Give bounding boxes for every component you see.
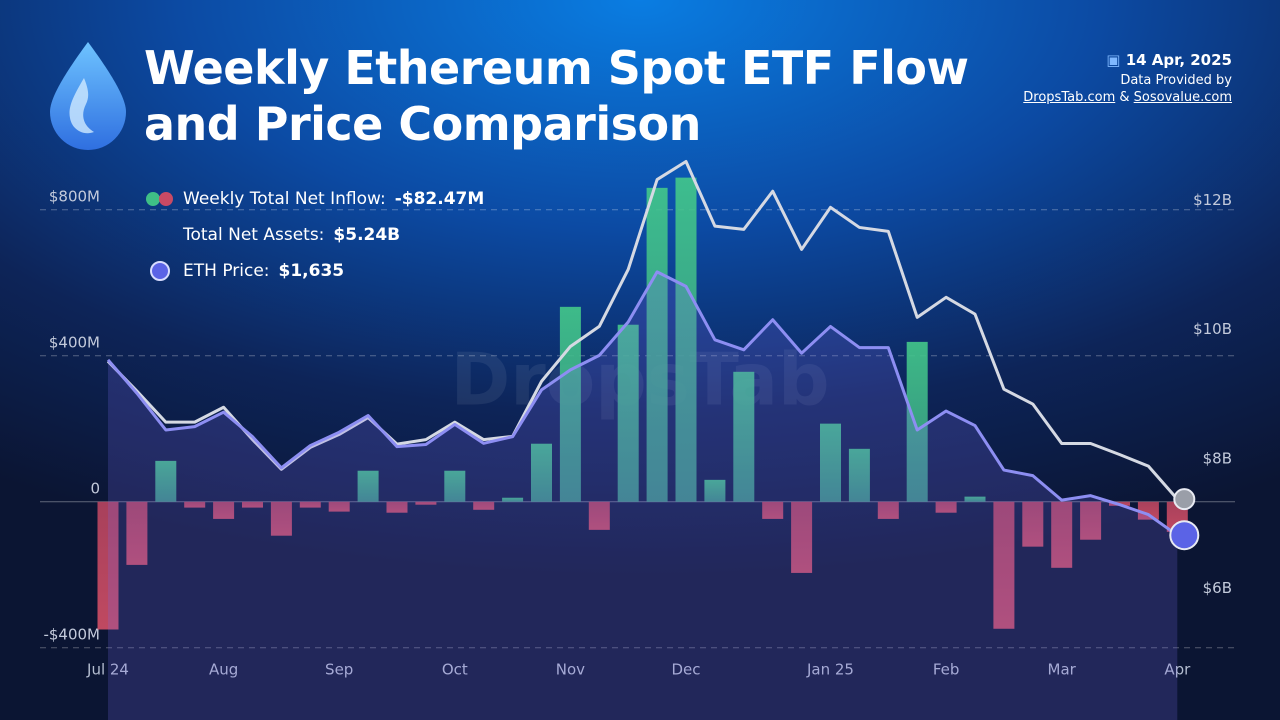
bar <box>762 501 784 519</box>
legend-label: Total Net Assets: <box>182 225 324 245</box>
bar <box>559 306 581 502</box>
bar <box>791 501 813 573</box>
x-tick-label: Jul 24 <box>86 661 129 679</box>
date-text: 14 Apr, 2025 <box>1125 51 1232 69</box>
bar <box>357 470 379 502</box>
meta: ▣ 14 Apr, 2025 Data Provided by DropsTab… <box>1023 52 1232 106</box>
bar <box>531 443 552 502</box>
x-tick-label: Dec <box>671 661 700 679</box>
y-tick-label: -$400M <box>43 625 100 643</box>
x-tick-label: Nov <box>556 661 585 679</box>
source-link[interactable]: DropsTab.com <box>1023 90 1116 105</box>
bar <box>704 479 726 502</box>
bar <box>848 448 870 502</box>
y2-tick-label: $6B <box>1203 579 1232 597</box>
legend-swatch <box>146 192 160 206</box>
bar <box>1080 501 1102 540</box>
bar <box>588 501 610 530</box>
bar <box>386 501 408 513</box>
area <box>108 271 1178 720</box>
end-marker <box>1173 488 1196 511</box>
bar <box>1137 501 1159 520</box>
bar <box>906 341 928 502</box>
bar <box>155 460 177 502</box>
legend-value: $5.24B <box>333 225 400 245</box>
title: Weekly Ethereum Spot ETF Flow and Price … <box>144 41 969 151</box>
line <box>106 270 1179 537</box>
bar <box>242 501 263 508</box>
logo <box>50 42 126 150</box>
legend-swatch <box>150 261 170 281</box>
x-tick-label: Jan 25 <box>806 661 854 679</box>
x-tick-label: Aug <box>209 661 238 679</box>
bar <box>415 501 437 505</box>
watermark: DropsTab <box>450 338 829 422</box>
bar <box>1051 501 1073 568</box>
source-note: Data Provided by <box>1120 73 1232 88</box>
bar <box>473 501 495 510</box>
y-tick-label: 0 <box>90 479 100 497</box>
legend-value: $1,635 <box>279 261 345 281</box>
bar <box>877 501 899 519</box>
y2-tick-label: $8B <box>1203 450 1232 468</box>
y-tick-label: $800M <box>49 187 100 205</box>
y2-tick-label: $10B <box>1193 320 1232 338</box>
bar <box>184 501 206 508</box>
bar <box>97 501 119 630</box>
source-sep: & <box>1119 90 1130 105</box>
bar <box>502 497 524 502</box>
legend-value: -$82.47M <box>395 189 485 209</box>
bar <box>1022 501 1044 547</box>
legend-label: ETH Price: <box>183 261 270 281</box>
x-tick-label: Apr <box>1164 661 1191 679</box>
bar <box>213 501 235 519</box>
bar <box>964 496 986 502</box>
bar <box>993 501 1015 629</box>
sources: DropsTab.com & Sosovalue.com <box>1023 89 1232 106</box>
bar <box>820 423 841 502</box>
bar <box>270 501 292 536</box>
end-marker <box>1169 520 1200 551</box>
y-tick-label: $400M <box>49 333 100 351</box>
legend-label: Weekly Total Net Inflow: <box>183 189 386 209</box>
date: ▣ 14 Apr, 2025 <box>1106 51 1232 69</box>
bar <box>328 501 350 512</box>
y2-tick-label: $12B <box>1193 191 1232 209</box>
bar <box>299 501 321 508</box>
bar <box>126 501 148 565</box>
bar <box>444 470 466 502</box>
bar <box>935 501 957 513</box>
x-tick-label: Feb <box>933 661 960 679</box>
bar <box>646 187 668 502</box>
bar <box>617 324 639 502</box>
x-tick-label: Sep <box>325 661 353 679</box>
bar <box>733 371 755 502</box>
x-tick-label: Oct <box>442 661 468 679</box>
x-tick-label: Mar <box>1048 661 1077 679</box>
bar <box>675 177 697 502</box>
legend-swatch <box>159 192 173 206</box>
source-link[interactable]: Sosovalue.com <box>1133 90 1232 105</box>
